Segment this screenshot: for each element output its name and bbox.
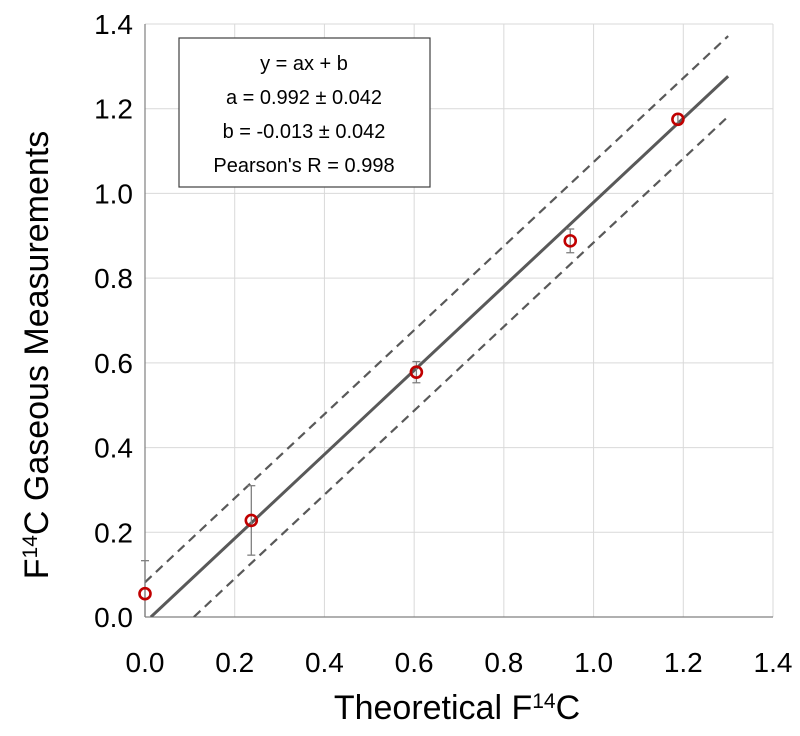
x-tick-label: 0.2 [215,647,254,678]
y-tick-label: 1.4 [94,9,133,40]
y-tick-label: 1.2 [94,94,133,125]
x-tick-label: 0.8 [484,647,523,678]
fit-equation-box: y = ax + b a = 0.992 ± 0.042 b = -0.013 … [179,38,430,187]
y-tick-labels: 0.0 0.2 0.4 0.6 0.8 1.0 1.2 1.4 [94,9,133,633]
y-axis-title-superscript: 14 [19,535,42,559]
x-axis-title-superscript: 14 [532,690,556,713]
lower-band-line [194,117,728,617]
x-tick-label: 1.0 [574,647,613,678]
x-tick-label: 0.6 [395,647,434,678]
x-tick-labels: 0.0 0.2 0.4 0.6 0.8 1.0 1.2 1.4 [126,647,793,678]
error-bars [141,114,682,617]
x-axis-title: Theoretical F14C [334,689,580,727]
y-axis-title-prefix: F [18,558,56,579]
x-axis-title-suffix: C [556,689,581,727]
x-tick-label: 1.2 [664,647,703,678]
fit-slope-line: a = 0.992 ± 0.042 [226,87,382,109]
x-tick-label: 0.0 [126,647,165,678]
y-axis-title: F14C Gaseous Measurements [18,131,56,580]
y-axis-title-suffix: C Gaseous Measurements [18,131,56,535]
y-tick-label: 0.4 [94,433,133,464]
x-axis-title-prefix: Theoretical F [334,689,532,727]
y-tick-label: 0.2 [94,517,133,548]
x-tick-label: 1.4 [754,647,793,678]
x-tick-label: 0.4 [305,647,344,678]
fit-intercept-line: b = -0.013 ± 0.042 [223,121,386,143]
pearson-r-line: Pearson's R = 0.998 [213,155,394,177]
y-tick-label: 0.6 [94,348,133,379]
y-tick-label: 0.0 [94,602,133,633]
y-tick-label: 1.0 [94,178,133,209]
y-tick-label: 0.8 [94,263,133,294]
fit-equation-line: y = ax + b [260,53,348,75]
